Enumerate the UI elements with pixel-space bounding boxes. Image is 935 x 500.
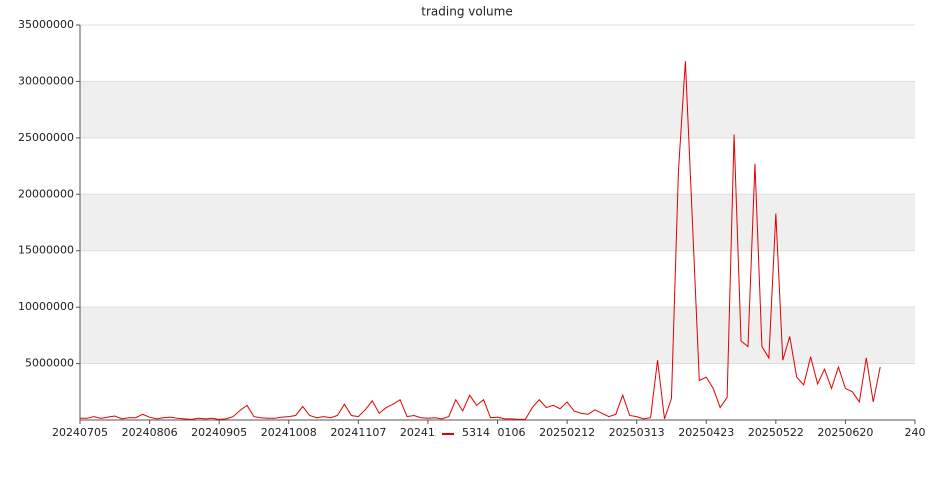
x-tick-label: 20241107 <box>330 426 386 439</box>
y-tick-label: 10000000 <box>18 300 74 313</box>
y-tick-label: 35000000 <box>18 18 74 31</box>
x-tick-label: 20240806 <box>122 426 178 439</box>
x-tick-label: 20250313 <box>609 426 665 439</box>
x-tick-label: 20250620 <box>817 426 873 439</box>
y-tick-label: 5000000 <box>25 357 74 370</box>
grid-band <box>80 194 915 251</box>
grid-band <box>80 81 915 138</box>
legend-label: 5314 <box>462 426 490 439</box>
x-tick-label: 20250212 <box>539 426 595 439</box>
x-tick-label: 240 <box>905 426 926 439</box>
line-series <box>80 61 881 420</box>
x-tick-label: 20240905 <box>191 426 247 439</box>
x-tick-label: 20250423 <box>678 426 734 439</box>
y-tick-label: 30000000 <box>18 74 74 87</box>
grid-band <box>80 307 915 364</box>
y-tick-label: 15000000 <box>18 244 74 257</box>
x-tick-label: 20240705 <box>52 426 108 439</box>
x-tick-label: 20241008 <box>261 426 317 439</box>
y-tick-label: 25000000 <box>18 131 74 144</box>
y-tick-label: 20000000 <box>18 187 74 200</box>
chart-title: trading volume <box>421 5 512 19</box>
x-tick-label: 20250522 <box>748 426 804 439</box>
legend-box <box>436 424 498 442</box>
